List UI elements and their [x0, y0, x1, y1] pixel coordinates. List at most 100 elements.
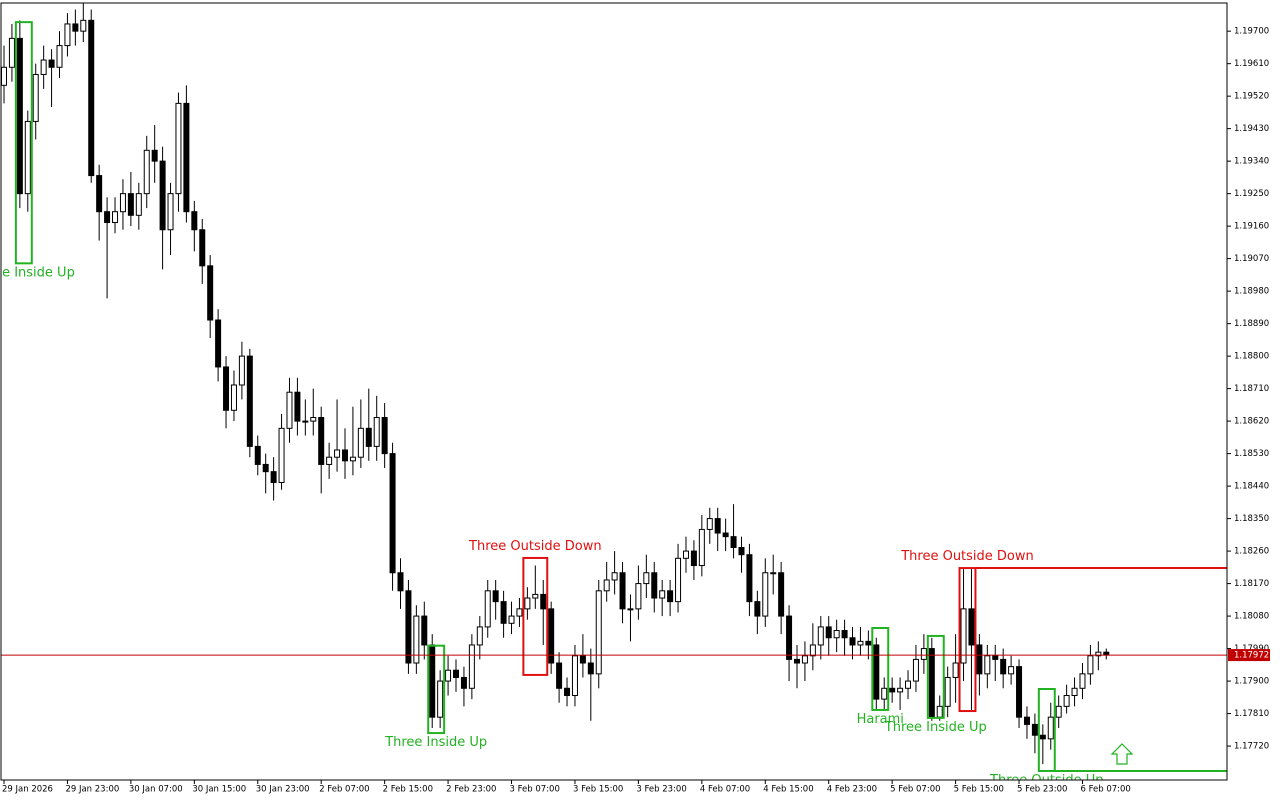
pattern-box — [522, 556, 549, 676]
y-tick-label: 1.17900 — [1234, 677, 1269, 687]
candle-body — [619, 572, 626, 610]
candle-body — [246, 355, 253, 447]
candle-body — [976, 644, 983, 675]
candle-body — [453, 669, 460, 678]
candle-body — [1055, 705, 1062, 718]
candle-body — [540, 593, 547, 610]
candle-body — [920, 648, 927, 660]
candle-body — [223, 366, 230, 411]
candle-body — [595, 590, 602, 675]
y-tick-label: 1.18170 — [1234, 579, 1269, 589]
x-tick-label: 4 Feb 15:00 — [763, 785, 813, 795]
candle-body — [714, 518, 721, 534]
candle-body — [873, 644, 880, 700]
pattern-label: Three Outside Down — [468, 539, 602, 554]
x-tick-label: 4 Feb 23:00 — [827, 785, 877, 795]
candle-body — [627, 608, 634, 611]
x-tick-label: 4 Feb 07:00 — [700, 785, 750, 795]
candle-body — [365, 427, 372, 447]
candle-body — [468, 644, 475, 689]
candle-body — [1039, 734, 1046, 740]
candle-body — [254, 445, 261, 465]
pattern-label: Three Inside Up — [384, 735, 487, 750]
candle-body — [413, 615, 420, 664]
candle-body — [1079, 673, 1086, 689]
candle-body — [341, 449, 348, 462]
y-tick-label: 1.19160 — [1234, 222, 1269, 232]
candle-body — [500, 601, 507, 624]
candle-body — [809, 644, 816, 657]
candle-body — [334, 449, 341, 458]
x-tick-label: 6 Feb 07:00 — [1080, 785, 1130, 795]
x-tick-label: 3 Feb 15:00 — [573, 785, 623, 795]
pattern-label: Three Inside Up — [0, 265, 75, 280]
y-tick-label: 1.19700 — [1234, 27, 1269, 37]
x-tick-label: 5 Feb 07:00 — [890, 785, 940, 795]
candle-body — [1031, 723, 1038, 736]
candle-body — [1016, 666, 1023, 718]
pattern-box — [14, 21, 33, 265]
candle-body — [270, 471, 277, 483]
plot-area: Three Inside Up Three Inside Up Three Outs… — [0, 3, 1227, 780]
candle-body — [1071, 687, 1078, 697]
candle-body — [746, 554, 753, 603]
candle-body — [40, 59, 47, 75]
pattern-box — [871, 626, 890, 711]
pattern-label: Three Inside Up — [884, 720, 987, 735]
candle-body — [778, 572, 785, 617]
candle-body — [738, 546, 745, 556]
y-tick-label: 1.18440 — [1234, 482, 1269, 492]
candle-body — [659, 590, 666, 599]
candle-body — [786, 615, 793, 660]
candle-body — [667, 590, 674, 603]
candle-body — [1, 66, 7, 86]
candle-body — [286, 391, 293, 429]
candle-body — [421, 615, 428, 646]
candle-body — [651, 572, 658, 599]
y-tick-label: 1.18890 — [1234, 319, 1269, 329]
y-tick-label: 1.19070 — [1234, 254, 1269, 264]
axes: 1.19700 1.19610 1.19520 1.19430 1.19340 1.192… — [2, 27, 1270, 795]
candle-body — [32, 73, 39, 122]
candle-body — [754, 601, 761, 617]
candle-body — [730, 536, 737, 548]
candle-body — [690, 550, 697, 567]
candle-body — [112, 211, 119, 224]
candle-body — [492, 590, 499, 603]
candle-body — [611, 572, 618, 581]
candle-body — [516, 608, 523, 617]
candle-body — [48, 59, 55, 68]
candle-body — [191, 211, 198, 231]
candle-body — [532, 593, 539, 599]
candle-body — [928, 648, 935, 718]
candle-body — [278, 427, 285, 483]
candle-body — [294, 391, 301, 422]
candle-body — [175, 102, 182, 195]
candle-body — [349, 456, 356, 462]
y-tick-label: 1.18800 — [1234, 352, 1269, 362]
candle-body — [770, 572, 777, 575]
candle-body — [135, 193, 142, 216]
x-tick-label: 3 Feb 07:00 — [510, 785, 560, 795]
buy-arrow — [1110, 743, 1134, 765]
candle-body — [151, 149, 158, 162]
pattern-box — [926, 634, 945, 719]
candle-body — [429, 644, 436, 718]
candle-body — [119, 193, 126, 213]
y-tick-label: 1.18980 — [1234, 287, 1269, 297]
x-tick-label: 5 Feb 23:00 — [1017, 785, 1067, 795]
candle-body — [397, 572, 404, 592]
candle-body — [944, 676, 951, 707]
x-tick-label: 5 Feb 15:00 — [954, 785, 1004, 795]
candle-body — [508, 615, 515, 624]
candle-body — [524, 597, 531, 610]
candle-body — [1008, 666, 1015, 675]
candle-body — [865, 640, 872, 646]
candle-body — [992, 655, 999, 660]
candle-body — [238, 355, 245, 386]
y-tick-label: 1.19520 — [1234, 92, 1269, 102]
candle-body — [960, 608, 967, 664]
candle-body — [262, 463, 269, 473]
candle-body — [310, 416, 317, 422]
